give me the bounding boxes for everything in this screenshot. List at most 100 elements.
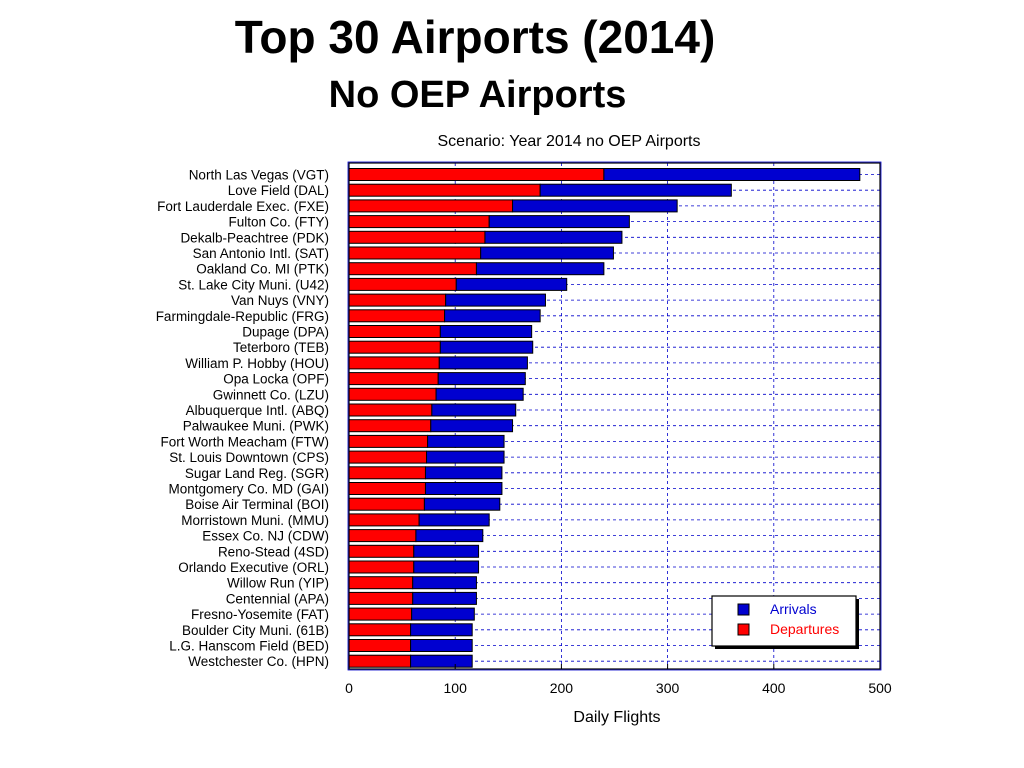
category-label: Willow Run (YIP) [227,576,329,591]
bar-departures [348,277,457,291]
bar-arrivals [444,309,541,323]
category-label: Oakland Co. MI (PTK) [196,262,329,277]
bar-departures [348,230,486,244]
category-labels: North Las Vegas (VGT)Love Field (DAL)For… [156,168,329,670]
bar-departures [348,246,482,260]
plot-border [348,162,881,670]
bar-arrivals [410,623,473,637]
bar-departures [348,560,415,574]
category-label: Van Nuys (VNY) [231,293,329,308]
category-label: Palwaukee Muni. (PWK) [183,419,329,434]
bar-arrivals [427,434,505,448]
bar-departures [348,654,412,668]
legend-box [711,595,857,647]
bar-departures [348,293,447,307]
category-label: Morristown Muni. (MMU) [181,513,329,528]
category-label: Centennial (APA) [226,591,329,606]
bar-departures [348,215,490,229]
bar-arrivals [412,576,477,590]
bar-departures [348,639,412,652]
bar-arrivals [445,293,546,307]
bar-arrivals [424,482,503,495]
bar-arrivals [539,183,732,197]
category-label: Fulton Co. (FTY) [228,215,329,230]
category-label: Opa Locka (OPF) [223,372,329,387]
bar-departures [348,497,425,511]
plot-border-outer [347,161,882,671]
bar-departures [348,544,415,558]
bar-departures [348,340,441,354]
category-label: William P. Hobby (HOU) [185,356,329,371]
x-tick-label: 100 [444,680,468,696]
bar-arrivals [455,277,568,291]
chart-title: Scenario: Year 2014 no OEP Airports [438,133,701,150]
bar-arrivals [423,497,501,511]
category-label: St. Louis Downtown (CPS) [169,450,329,465]
slide-subtitle: No OEP Airports [328,74,627,116]
bar-arrivals [480,246,614,260]
bar-arrivals [426,450,505,464]
category-label: Teterboro (TEB) [233,340,329,355]
bar-arrivals [512,199,678,213]
category-label: San Antonio Intl. (SAT) [193,246,329,261]
category-label: North Las Vegas (VGT) [189,168,329,183]
category-label: Reno-Stead (4SD) [218,544,329,559]
legend: Arrivals Departures [711,595,859,649]
bar-arrivals [411,607,475,621]
bar-arrivals [412,591,477,605]
bar-arrivals [424,466,503,480]
bar-departures [348,419,432,433]
legend-label: Arrivals [770,601,817,617]
bar-arrivals [431,403,517,417]
bar-departures [348,262,477,276]
bar-departures [348,623,412,637]
bar-arrivals [410,639,473,652]
bar-arrivals [415,529,484,543]
category-label: Westchester Co. (HPN) [188,654,329,669]
bar-departures [348,450,428,464]
bar-departures [348,466,426,480]
category-label: Sugar Land Reg. (SGR) [185,466,329,481]
bar-departures [348,372,439,386]
category-label: St. Lake City Muni. (U42) [178,277,329,292]
bar-departures [348,309,446,323]
category-label: Dupage (DPA) [242,325,329,340]
bar-departures [348,168,605,181]
x-tick-label: 300 [656,680,680,696]
bar-arrivals [603,168,861,181]
bar-arrivals [438,356,528,370]
bar-arrivals [437,372,526,386]
category-label: Dekalb-Peachtree (PDK) [180,230,329,245]
bar-departures [348,434,429,448]
bar-arrivals [413,544,480,558]
x-tick-label: 0 [345,680,353,696]
bar-departures [348,325,441,338]
bar-arrivals [488,215,630,229]
bar-departures [348,356,440,370]
legend-label: Departures [770,621,839,637]
bar-departures [348,482,426,495]
bar-arrivals [439,340,534,354]
bar-departures [348,403,433,417]
category-label: Boise Air Terminal (BOI) [185,497,329,512]
legend-swatch [737,623,750,636]
x-axis-label: Daily Flights [573,709,660,726]
bar-departures [348,387,437,401]
bar-departures [348,607,413,621]
bar-arrivals [435,387,524,401]
category-label: Boulder City Muni. (61B) [182,623,329,638]
bar-departures [348,199,514,213]
plot-frame [347,161,882,671]
x-tick-labels: 0 100 200 300 400 500 [345,664,892,696]
bar-arrivals [413,560,480,574]
category-label: Fort Worth Meacham (FTW) [160,434,329,449]
slide-title: Top 30 Airports (2014) [234,11,716,63]
category-label: Fort Lauderdale Exec. (FXE) [157,199,329,214]
bar-arrivals [430,419,514,433]
bar-arrivals [410,654,473,668]
category-label: Farmingdale-Republic (FRG) [156,309,329,324]
bar-departures [348,591,414,605]
category-label: Love Field (DAL) [228,183,329,198]
category-label: Gwinnett Co. (LZU) [213,387,329,402]
